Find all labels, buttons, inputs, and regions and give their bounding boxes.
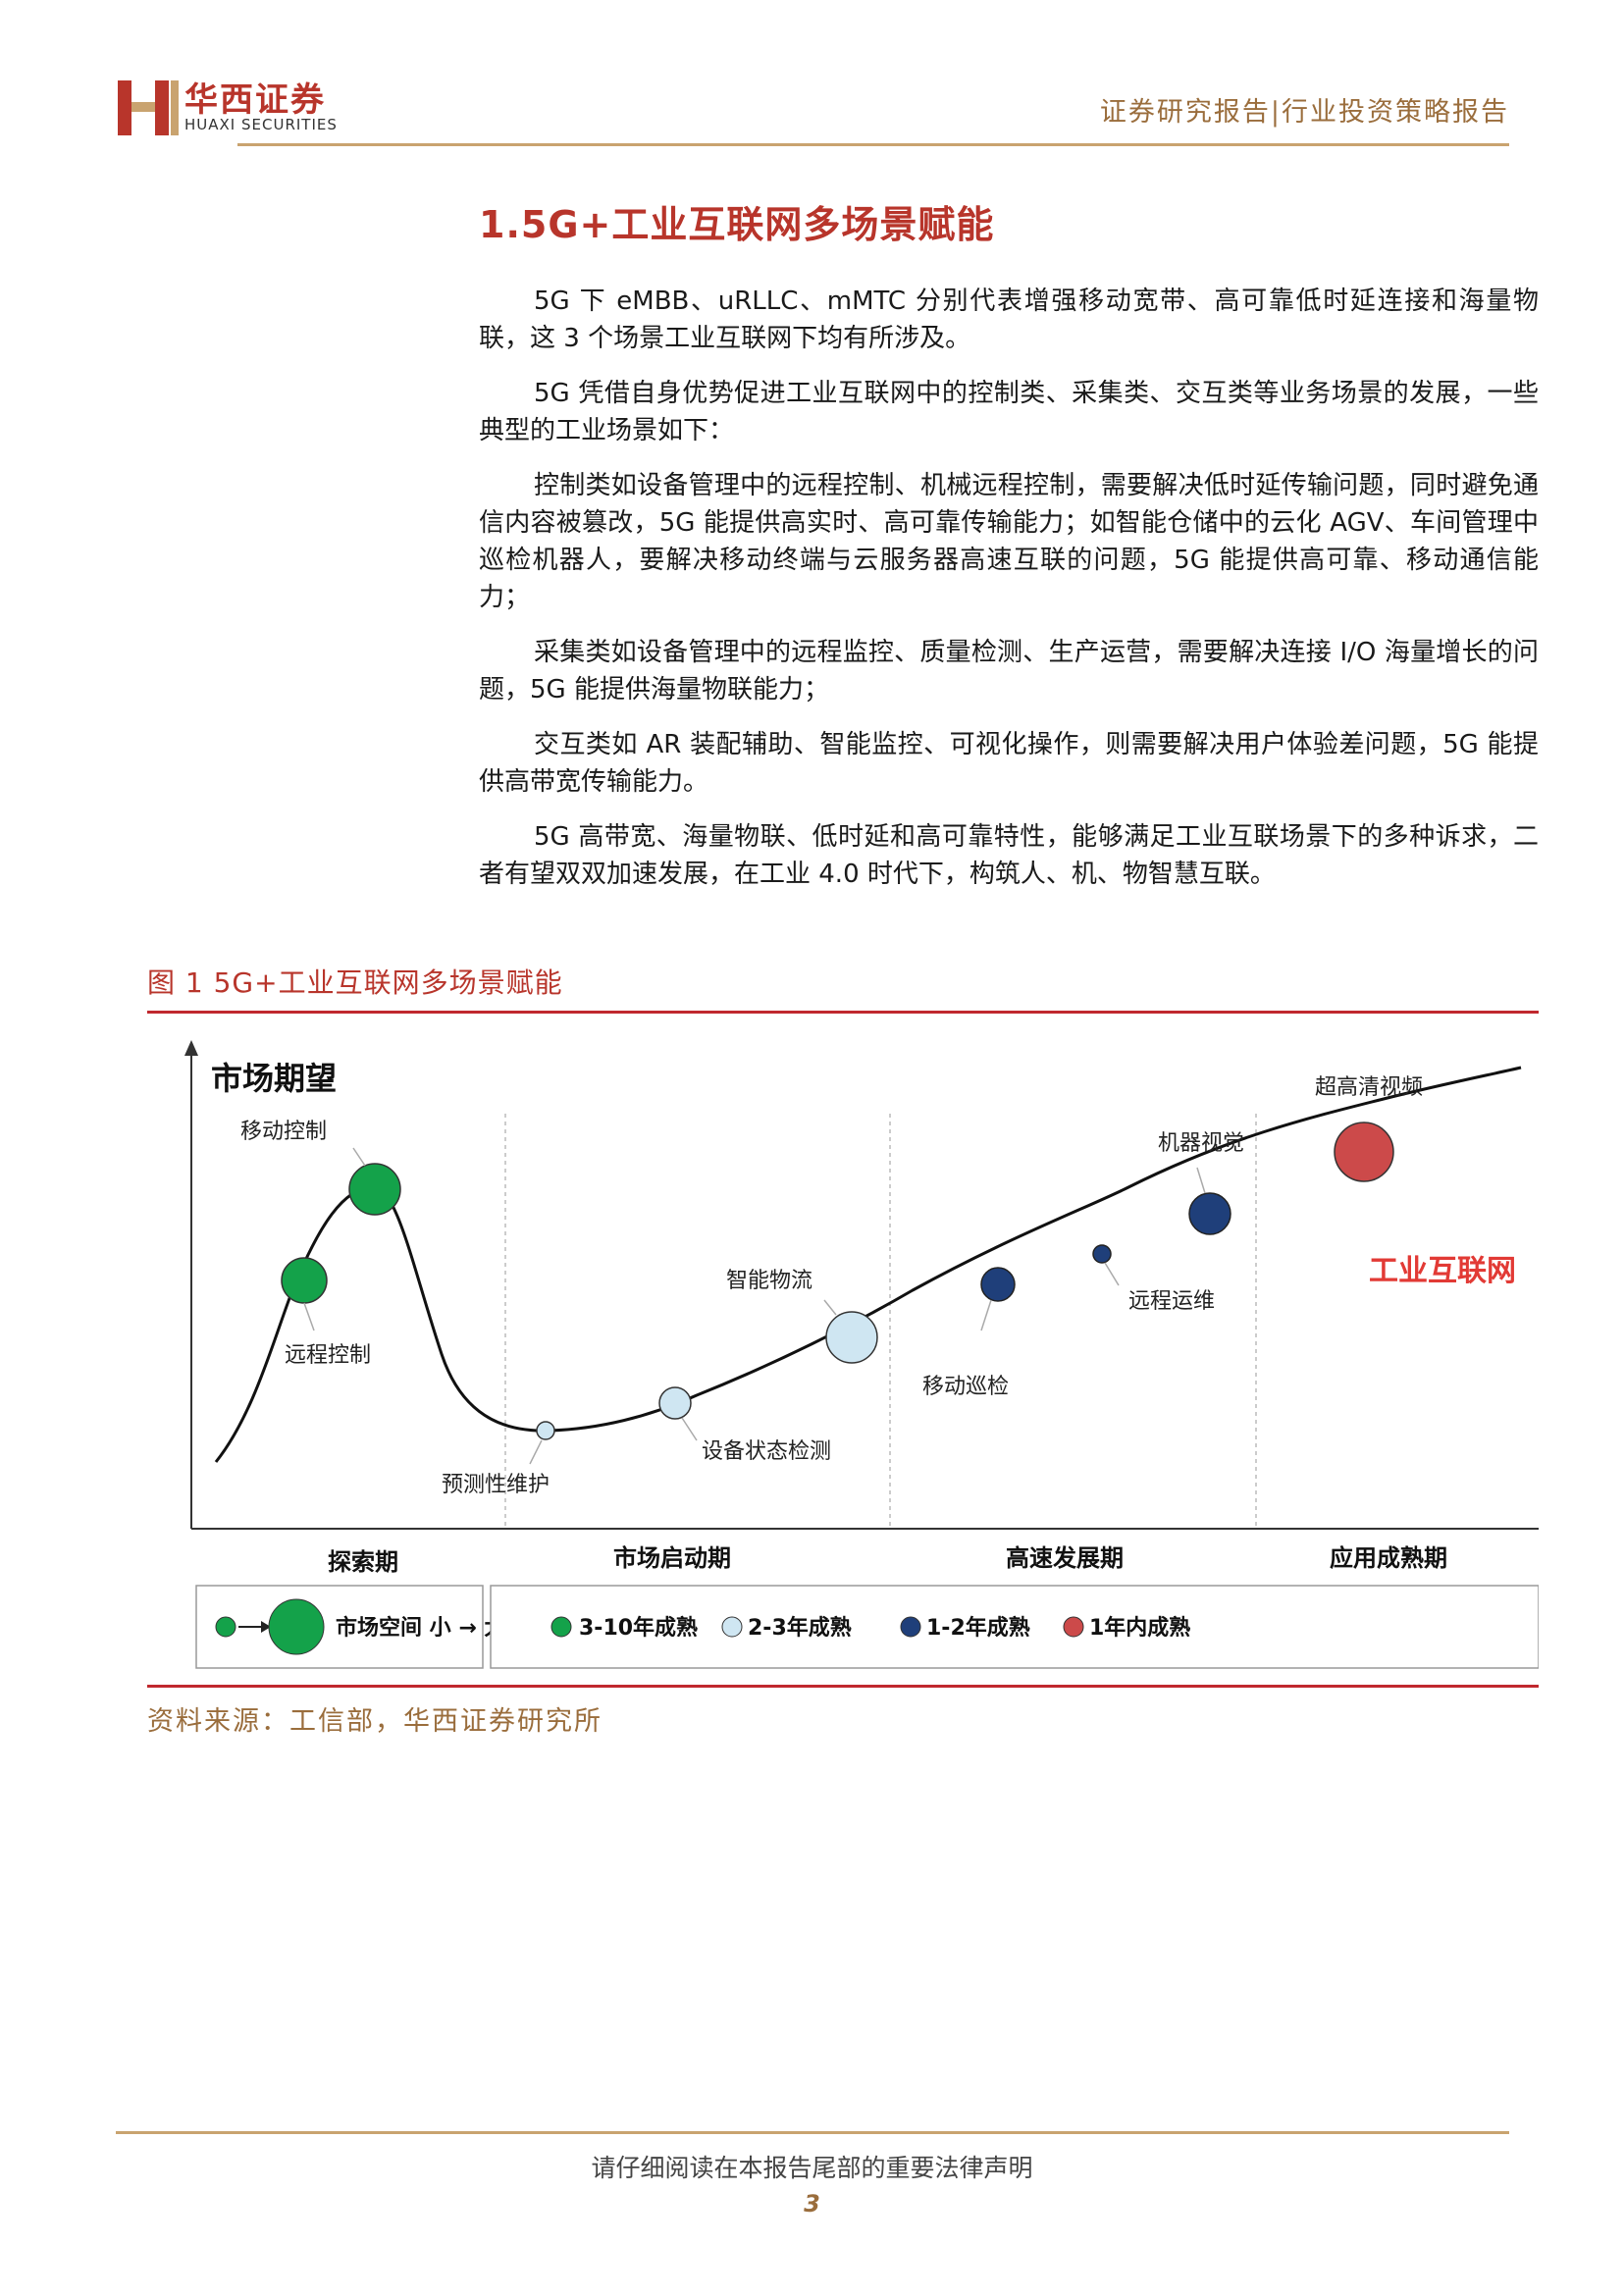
point-uhd-video [1334,1122,1394,1182]
leader-line [980,1299,992,1331]
point-smart-logistics [825,1311,878,1364]
legend-maturity-label: 1年内成熟 [1089,1615,1190,1641]
point-label: 机器视觉 [1158,1131,1244,1156]
leader-line [1196,1167,1206,1194]
legend-swatch-icon [721,1616,743,1638]
leader-line [1104,1262,1120,1286]
brand-name-en: HUAXI SECURITIES [184,116,338,133]
legend-maturity-box [490,1585,1539,1669]
legend-swatch-icon [1063,1616,1084,1638]
legend-maturity-label: 3-10年成熟 [579,1615,698,1641]
point-device-status-detection [658,1386,692,1420]
point-mobile-inspection [980,1267,1016,1302]
point-remote-ops [1092,1244,1112,1264]
phase-label: 高速发展期 [1006,1544,1124,1572]
phase-label: 市场启动期 [613,1544,731,1572]
expectation-curve [214,1066,1522,1463]
series-label: 工业互联网 [1369,1254,1516,1288]
point-machine-vision [1188,1192,1231,1235]
paragraph: 交互类如 AR 装配辅助、智能监控、可视化操作，则需要解决用户体验差问题，5G … [479,730,1539,797]
legend-swatch-icon [900,1616,921,1638]
point-mobile-control [348,1163,401,1216]
paragraph: 采集类如设备管理中的远程监控、质量检测、生产运营，需要解决连接 I/O 海量增长… [479,638,1539,704]
report-type: 证券研究报告|行业投资策略报告 [1099,97,1509,128]
figure-divider-bottom [147,1685,1539,1688]
leader-line [352,1147,366,1167]
legend-maturity-label: 1-2年成熟 [926,1615,1030,1641]
legal-notice: 请仔细阅读在本报告尾部的重要法律声明 [591,2154,1033,2182]
leader-line [529,1439,543,1465]
paragraph: 控制类如设备管理中的远程控制、机械远程控制，需要解决低时延传输问题，同时避免通信… [479,471,1539,612]
leader-line [823,1299,837,1316]
legend-swatch-icon [550,1616,572,1638]
point-label: 智能物流 [726,1269,812,1293]
point-label: 移动巡检 [922,1375,1009,1399]
paragraph: 5G 下 eMBB、uRLLC、mMTC 分别代表增强移动宽带、高可靠低时延连接… [479,287,1539,353]
paragraph: 5G 凭借自身优势促进工业互联网中的控制类、采集类、交互类等业务场景的发展，一些… [479,379,1539,445]
legend-size-label: 市场空间 小 → 大 [336,1615,505,1641]
legend-small-circle-icon [215,1616,236,1638]
point-label: 设备状态检测 [702,1439,831,1464]
paragraph: 5G 高带宽、海量物联、低时延和高可靠特性，能够满足工业互联场景下的多种诉求，二… [479,822,1539,889]
point-remote-control [281,1257,328,1304]
point-predictive-maintenance [536,1421,555,1440]
figure-divider-top [147,1011,1539,1014]
huaxi-logo-icon [118,80,179,135]
phase-label: 应用成熟期 [1330,1544,1447,1572]
page-header: 华西证券 HUAXI SECURITIES 证券研究报告|行业投资策略报告 [116,69,1509,147]
section-title: 1.5G+工业互联网多场景赋能 [479,203,995,246]
point-label: 预测性维护 [442,1473,550,1497]
y-axis-label: 市场期望 [211,1060,337,1097]
phase-label: 探索期 [328,1548,398,1576]
body-text: 5G 下 eMBB、uRLLC、mMTC 分别代表增强移动宽带、高可靠低时延连接… [479,283,1539,911]
point-label: 超高清视频 [1315,1075,1423,1100]
leader-line [303,1302,315,1331]
footer-divider [116,2131,1509,2134]
point-label: 远程控制 [285,1343,371,1368]
point-label: 移动控制 [240,1120,327,1144]
legend-maturity-label: 2-3年成熟 [748,1615,852,1641]
figure-caption: 图 1 5G+工业互联网多场景赋能 [147,966,563,999]
page-number: 3 [804,2190,820,2218]
header-divider [237,143,1509,146]
arrow-head-icon [261,1621,271,1633]
point-label: 远程运维 [1128,1289,1215,1314]
legend-large-circle-icon [268,1598,325,1655]
figure-source: 资料来源：工信部，华西证券研究所 [147,1706,602,1737]
leader-line [681,1417,698,1441]
brand-name-cn: 华西证券 [184,80,326,120]
y-axis-arrow-icon [184,1040,198,1056]
figure-diagram: 市场期望 探索期 市场启动期 高速发展期 应用成熟期 远程控制 移动控制 预测性… [184,1040,1539,1669]
